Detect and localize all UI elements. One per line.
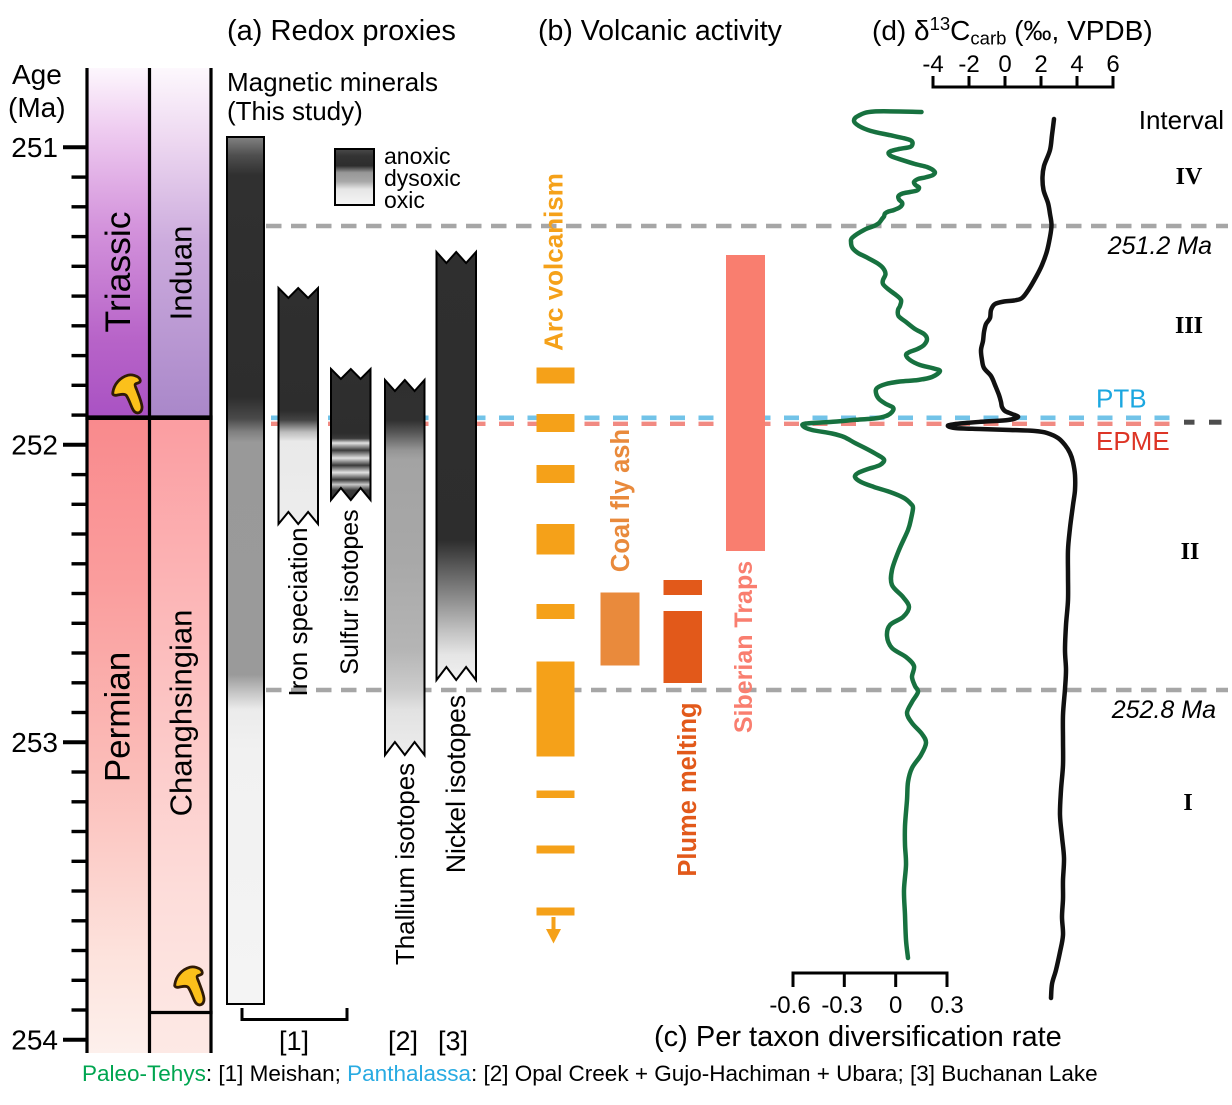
svg-text:(d) δ13Ccarb (‰, VPDB): (d) δ13Ccarb (‰, VPDB) — [872, 13, 1153, 49]
svg-text:III: III — [1175, 313, 1203, 339]
svg-text:0.3: 0.3 — [930, 992, 963, 1019]
svg-text:I: I — [1183, 790, 1192, 816]
svg-text:(b) Volcanic activity: (b) Volcanic activity — [538, 15, 783, 47]
svg-text:-4: -4 — [922, 51, 943, 78]
svg-text:Changhsingian: Changhsingian — [164, 610, 199, 817]
svg-text:Induan: Induan — [164, 226, 199, 321]
svg-text:4: 4 — [1070, 51, 1083, 78]
svg-text:Siberian Traps: Siberian Traps — [730, 561, 758, 733]
svg-text:252: 252 — [11, 429, 58, 460]
svg-text:PTB: PTB — [1096, 384, 1147, 414]
svg-text:-0.3: -0.3 — [821, 992, 862, 1019]
svg-text:oxic: oxic — [384, 187, 425, 213]
svg-text:[1]: [1] — [279, 1026, 309, 1056]
svg-text:252.8 Ma: 252.8 Ma — [1111, 696, 1216, 724]
svg-text:Age: Age — [12, 59, 62, 90]
svg-text:Paleo-Tehys: [1] Meishan; Pant: Paleo-Tehys: [1] Meishan; Panthalassa: [… — [82, 1061, 1098, 1086]
svg-text:251: 251 — [11, 132, 58, 163]
svg-text:2: 2 — [1034, 51, 1047, 78]
svg-text:-0.6: -0.6 — [769, 992, 810, 1019]
svg-text:anoxic: anoxic — [384, 143, 450, 169]
svg-text:6: 6 — [1106, 51, 1119, 78]
svg-text:0: 0 — [889, 992, 902, 1019]
svg-text:IV: IV — [1176, 164, 1203, 190]
svg-text:Plume melting: Plume melting — [674, 702, 702, 876]
svg-text:251.2 Ma: 251.2 Ma — [1107, 232, 1212, 260]
svg-text:Coal fly ash: Coal fly ash — [607, 429, 635, 572]
svg-text:[2]: [2] — [388, 1026, 418, 1056]
svg-text:Iron speciation: Iron speciation — [283, 527, 313, 696]
svg-text:0: 0 — [998, 51, 1011, 78]
svg-text:(This study): (This study) — [227, 96, 363, 126]
svg-text:EPME: EPME — [1096, 426, 1170, 456]
svg-text:253: 253 — [11, 727, 58, 758]
svg-text:Interval: Interval — [1139, 105, 1224, 135]
svg-text:(c) Per taxon diversification: (c) Per taxon diversification rate — [654, 1021, 1062, 1053]
svg-text:Nickel isotopes: Nickel isotopes — [441, 695, 471, 873]
svg-text:Triassic: Triassic — [98, 212, 138, 333]
svg-text:Magnetic minerals: Magnetic minerals — [227, 67, 438, 97]
svg-text:Thallium isotopes: Thallium isotopes — [390, 763, 420, 965]
svg-text:-2: -2 — [958, 51, 979, 78]
svg-text:(a) Redox proxies: (a) Redox proxies — [227, 15, 456, 47]
svg-text:(Ma): (Ma) — [8, 92, 66, 123]
svg-text:dysoxic: dysoxic — [384, 165, 461, 191]
svg-text:254: 254 — [11, 1024, 58, 1055]
svg-text:Arc volcanism: Arc volcanism — [539, 173, 569, 351]
svg-text:II: II — [1181, 539, 1200, 565]
svg-text:Permian: Permian — [99, 652, 138, 782]
svg-text:Sulfur isotopes: Sulfur isotopes — [336, 509, 364, 674]
svg-text:[3]: [3] — [438, 1026, 468, 1056]
